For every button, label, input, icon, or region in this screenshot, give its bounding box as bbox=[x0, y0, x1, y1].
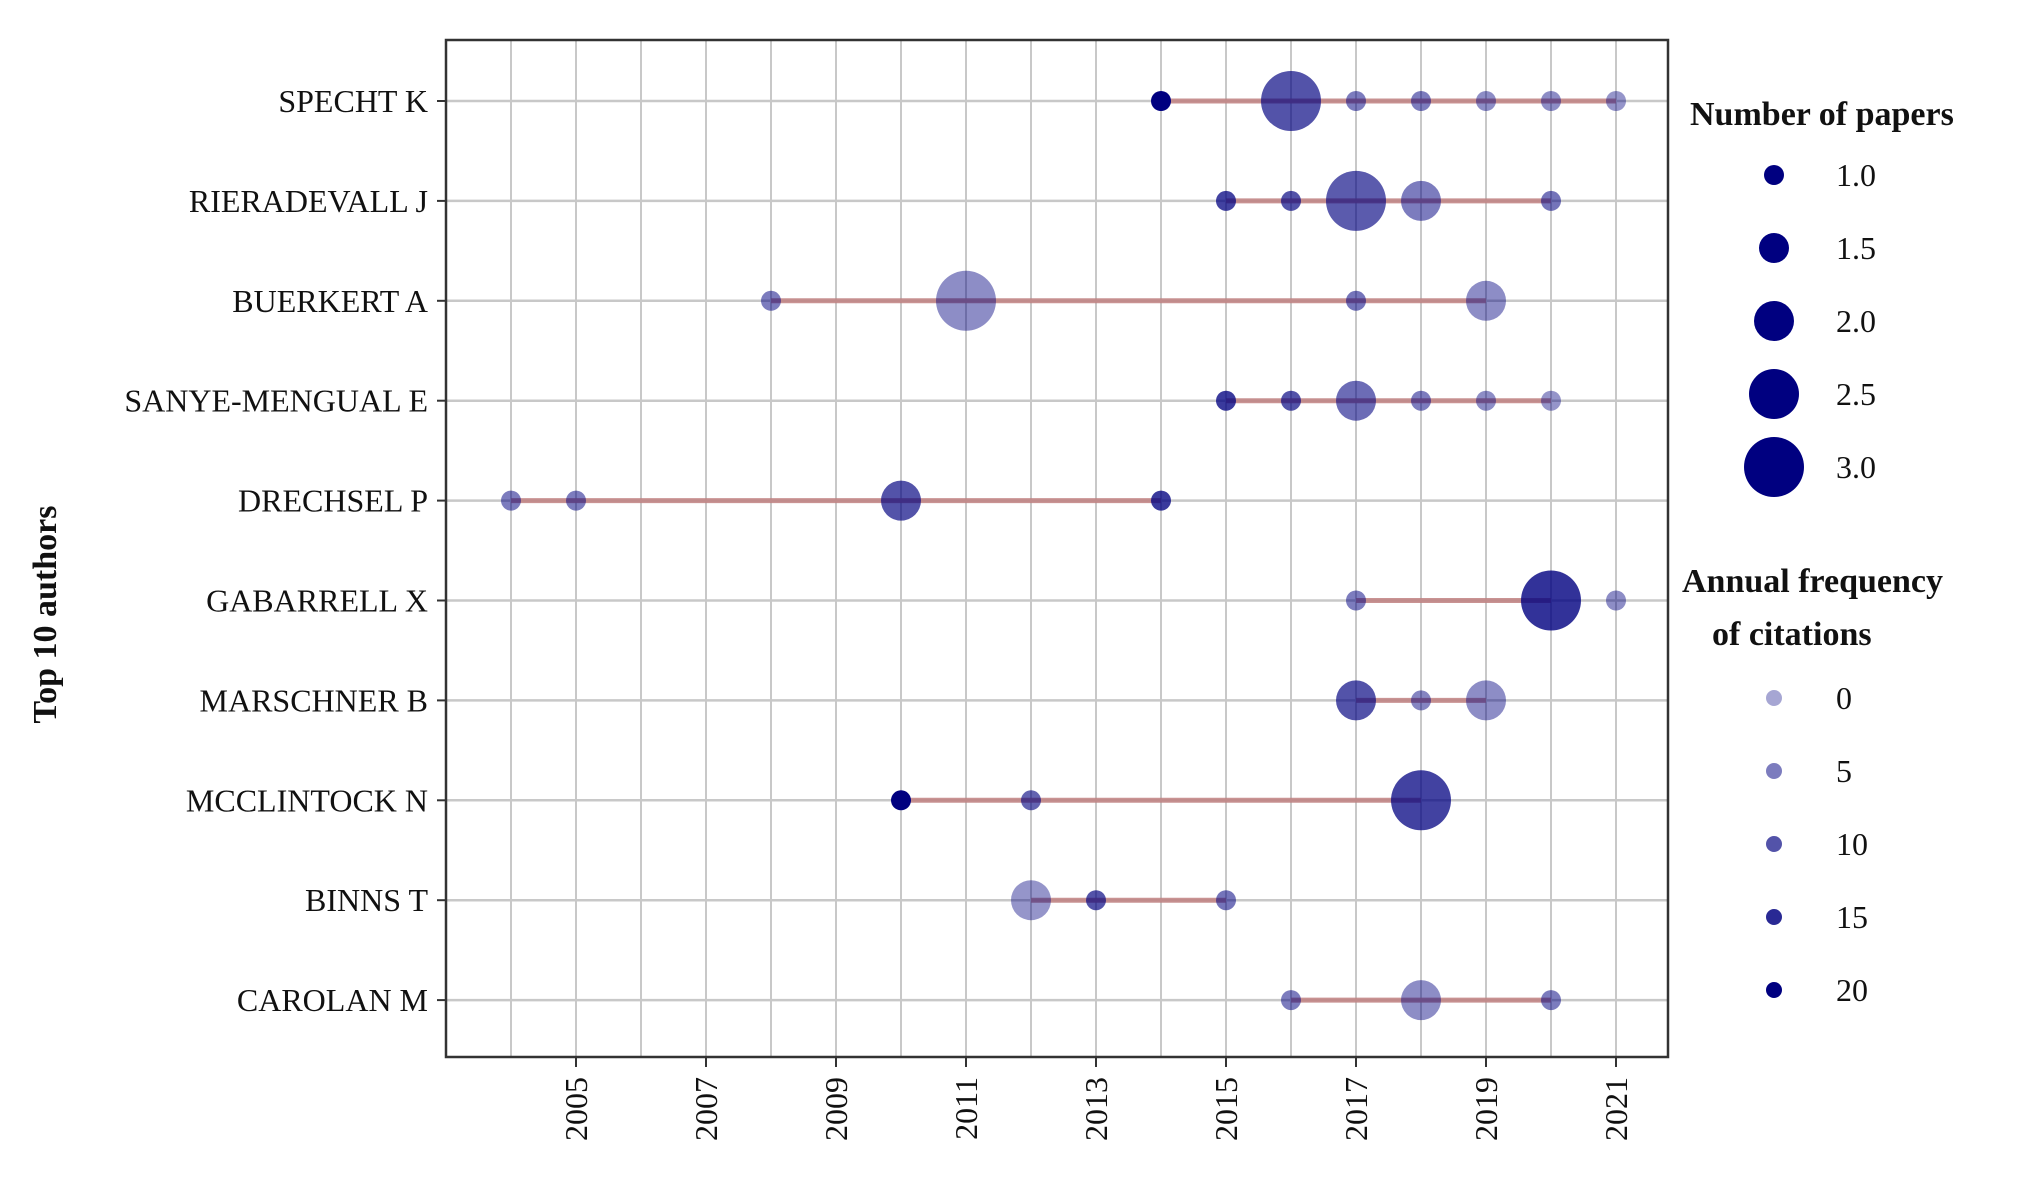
size-legend-label: 1.0 bbox=[1836, 157, 1876, 193]
data-point bbox=[1326, 170, 1386, 231]
data-point bbox=[1541, 390, 1561, 411]
data-point bbox=[881, 480, 921, 521]
color-legend-title: Annual frequency bbox=[1682, 563, 1943, 600]
size-legend-label: 2.5 bbox=[1836, 376, 1876, 412]
size-legend-label: 1.5 bbox=[1836, 230, 1876, 266]
size-legend-key bbox=[1749, 369, 1799, 419]
data-point bbox=[1606, 590, 1626, 611]
data-point bbox=[1216, 890, 1236, 911]
data-point bbox=[891, 790, 911, 811]
size-legend-key bbox=[1759, 233, 1789, 263]
x-tick-label: 2021 bbox=[1598, 1077, 1634, 1141]
data-point bbox=[1346, 590, 1366, 611]
y-tick-label: SPECHT K bbox=[278, 83, 428, 119]
data-point bbox=[1346, 290, 1366, 311]
data-point bbox=[1466, 680, 1506, 721]
y-tick-label: RIERADEVALL J bbox=[189, 183, 428, 219]
data-point bbox=[1606, 91, 1626, 111]
x-tick-label: 2011 bbox=[948, 1077, 984, 1140]
y-tick-label: SANYE-MENGUAL E bbox=[124, 383, 428, 419]
segment-layer bbox=[511, 98, 1616, 1003]
color-legend-key bbox=[1766, 763, 1782, 779]
data-point bbox=[1336, 380, 1376, 421]
x-tick-label: 2005 bbox=[558, 1077, 594, 1141]
data-point bbox=[1281, 990, 1301, 1011]
y-tick-label: MCCLINTOCK N bbox=[186, 782, 428, 818]
color-legend-label: 5 bbox=[1836, 753, 1852, 789]
color-legend-label: 10 bbox=[1836, 826, 1868, 862]
x-tick-label: 2015 bbox=[1208, 1077, 1244, 1141]
color-legend-key bbox=[1766, 836, 1782, 852]
point-layer bbox=[501, 71, 1626, 1021]
data-point bbox=[1541, 190, 1561, 211]
y-tick-label: CAROLAN M bbox=[237, 982, 428, 1018]
data-point bbox=[501, 490, 521, 511]
data-point bbox=[1151, 91, 1171, 111]
size-legend-label: 3.0 bbox=[1836, 449, 1876, 485]
data-point bbox=[1216, 390, 1236, 411]
color-legend-title: of citations bbox=[1712, 616, 1872, 653]
x-tick-label: 2007 bbox=[688, 1077, 724, 1141]
y-tick-label: BUERKERT A bbox=[232, 283, 428, 319]
data-point bbox=[1541, 91, 1561, 111]
color-legend-label: 0 bbox=[1836, 680, 1852, 716]
data-point bbox=[566, 490, 586, 511]
data-point bbox=[1021, 790, 1041, 811]
data-point bbox=[1411, 690, 1431, 711]
data-point bbox=[1391, 770, 1451, 831]
data-point bbox=[1401, 180, 1441, 221]
data-point bbox=[1086, 890, 1106, 911]
x-tick-label: 2017 bbox=[1338, 1077, 1374, 1141]
data-point bbox=[1476, 390, 1496, 411]
y-tick-label: MARSCHNER B bbox=[200, 682, 429, 718]
y-tick-label: BINNS T bbox=[305, 882, 428, 918]
color-legend-label: 20 bbox=[1836, 972, 1868, 1008]
data-point bbox=[1281, 190, 1301, 211]
x-tick-label: 2013 bbox=[1078, 1077, 1114, 1141]
size-legend-key bbox=[1754, 301, 1794, 341]
plot-frame bbox=[444, 38, 1670, 1059]
size-legend-label: 2.0 bbox=[1836, 303, 1876, 339]
data-point bbox=[1466, 280, 1506, 321]
data-point bbox=[1401, 980, 1441, 1021]
data-point bbox=[1411, 390, 1431, 411]
tick-layer: SPECHT K RIERADEVALL J BUERKERT A SANYE-MEN… bbox=[124, 83, 1634, 1141]
size-legend-key bbox=[1744, 437, 1804, 497]
data-point bbox=[1216, 190, 1236, 211]
data-point bbox=[1411, 91, 1431, 111]
y-tick-label: GABARRELL X bbox=[206, 583, 428, 619]
size-legend-title: Number of papers bbox=[1690, 96, 1954, 133]
y-tick-label: DRECHSEL P bbox=[238, 483, 428, 519]
data-point bbox=[1476, 91, 1496, 111]
data-point bbox=[936, 270, 996, 331]
data-point bbox=[1011, 880, 1051, 921]
data-point bbox=[1336, 680, 1376, 721]
color-legend-key bbox=[1766, 909, 1782, 925]
size-legend-key bbox=[1764, 165, 1784, 185]
color-legend-key bbox=[1766, 982, 1782, 998]
data-point bbox=[1346, 91, 1366, 111]
data-point bbox=[761, 290, 781, 311]
data-point bbox=[1541, 990, 1561, 1011]
legend-layer: Number of papers 1.0 1.5 2.0 2.5 3.0 Annual fr… bbox=[1682, 96, 1954, 1008]
x-tick-label: 2009 bbox=[818, 1077, 854, 1141]
data-point bbox=[1281, 390, 1301, 411]
grid-layer bbox=[446, 40, 1668, 1057]
y-axis-title: Top 10 authors bbox=[27, 506, 64, 724]
color-legend-label: 15 bbox=[1836, 899, 1868, 935]
data-point bbox=[1261, 71, 1321, 131]
x-tick-label: 2019 bbox=[1468, 1077, 1504, 1141]
data-point bbox=[1521, 570, 1581, 631]
color-legend-key bbox=[1766, 690, 1782, 706]
data-point bbox=[1151, 490, 1171, 511]
